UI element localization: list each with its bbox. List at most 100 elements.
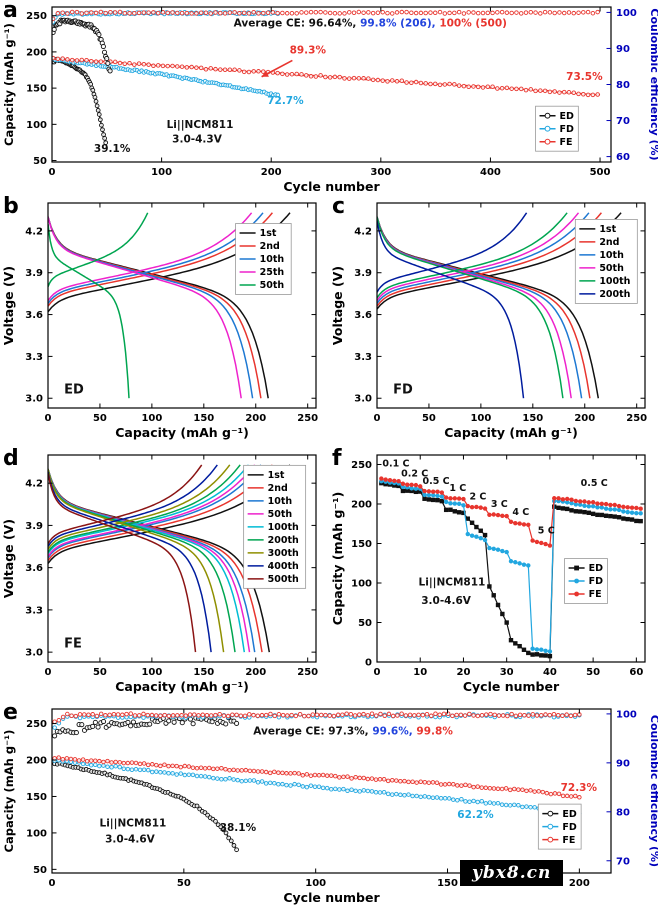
svg-text:Average CE: 97.3%, 99.6%, 99.8: Average CE: 97.3%, 99.6%, 99.8% — [253, 725, 453, 737]
chart-rate-capability: 0 10 20 30 40 50 60 0 50 100 150 200 250 Cycle number… — [329, 448, 658, 702]
svg-text:300: 300 — [370, 167, 391, 178]
svg-text:0.5 C: 0.5 C — [423, 476, 450, 487]
svg-text:ED: ED — [64, 383, 84, 398]
svg-text:4.2: 4.2 — [25, 226, 43, 237]
svg-text:3.3: 3.3 — [25, 352, 43, 363]
svg-text:150: 150 — [437, 878, 458, 889]
svg-text:250: 250 — [351, 460, 372, 471]
panel-label-f: f — [332, 446, 342, 471]
svg-text:25th: 25th — [260, 267, 285, 278]
svg-text:300th: 300th — [268, 548, 299, 559]
chart-b-svg: 0 50 100 150 200 250 3.0 3.3 3.6 3.9 4.2 Capacity (… — [1, 202, 318, 440]
svg-text:FD: FD — [589, 576, 603, 587]
svg-text:62.2%: 62.2% — [457, 809, 494, 821]
svg-text:200: 200 — [245, 413, 266, 424]
svg-text:0: 0 — [49, 167, 56, 178]
svg-text:1st: 1st — [599, 224, 616, 235]
svg-text:20: 20 — [456, 667, 470, 678]
svg-text:Cycle number: Cycle number — [463, 679, 560, 694]
svg-text:38.1%: 38.1% — [220, 822, 257, 834]
panel-label-d: d — [3, 446, 19, 471]
svg-text:Coulombic efficiency (%): Coulombic efficiency (%) — [648, 8, 658, 160]
svg-text:0: 0 — [374, 413, 381, 424]
svg-text:50th: 50th — [260, 280, 285, 291]
panel-e: e 0 50 100 150 200 50 100 150 200 250 70 80 90 100 Cyc… — [0, 702, 658, 907]
svg-text:50: 50 — [422, 413, 436, 424]
svg-text:3.0-4.6V: 3.0-4.6V — [421, 595, 472, 607]
svg-text:Coulombic efficiency (%): Coulombic efficiency (%) — [648, 715, 658, 867]
svg-text:3.0-4.6V: 3.0-4.6V — [105, 834, 156, 846]
svg-text:Cycle number: Cycle number — [283, 890, 380, 905]
svg-text:4 C: 4 C — [512, 507, 529, 518]
svg-text:50: 50 — [177, 878, 191, 889]
svg-text:200: 200 — [569, 878, 590, 889]
row-df: d 0 50 100 150 200 250 3.0 3.3 3.6 3.9 4.2 Capacity… — [0, 448, 658, 702]
svg-text:100th: 100th — [599, 276, 630, 287]
chart-d-svg: 0 50 100 150 200 250 3.0 3.3 3.6 3.9 4.2 Capacity (… — [1, 454, 318, 694]
svg-text:40: 40 — [543, 667, 557, 678]
watermark: ybx8.cn — [460, 860, 564, 886]
svg-text:80: 80 — [616, 80, 630, 91]
svg-text:250: 250 — [626, 413, 647, 424]
svg-text:100: 100 — [351, 578, 372, 589]
svg-text:100: 100 — [141, 667, 162, 678]
row-bc: b 0 50 100 150 200 250 3.0 3.3 3.6 3.9 4.2 Capacity… — [0, 196, 658, 448]
svg-text:2nd: 2nd — [268, 483, 288, 494]
panel-label-b: b — [3, 194, 19, 219]
svg-text:4.2: 4.2 — [354, 226, 372, 237]
svg-text:Cycle number: Cycle number — [283, 179, 380, 194]
svg-text:FD: FD — [393, 383, 413, 398]
svg-text:0: 0 — [374, 667, 381, 678]
svg-text:2nd: 2nd — [599, 237, 619, 248]
svg-text:Voltage (V): Voltage (V) — [330, 266, 345, 345]
svg-text:70: 70 — [616, 116, 630, 127]
svg-text:Li||NCM811: Li||NCM811 — [100, 817, 167, 829]
svg-text:200: 200 — [351, 499, 372, 510]
svg-text:0.5 C: 0.5 C — [581, 478, 608, 489]
svg-text:200th: 200th — [599, 289, 630, 300]
svg-text:90: 90 — [616, 44, 630, 55]
svg-text:50: 50 — [93, 667, 107, 678]
svg-text:30: 30 — [500, 667, 514, 678]
panel-a: a 0 100 200 300 400 500 50 100 150 200 250 60 70 80 90… — [0, 0, 658, 196]
panel-label-a: a — [3, 0, 18, 23]
svg-text:FD: FD — [560, 124, 574, 135]
svg-text:72.7%: 72.7% — [267, 95, 304, 107]
svg-text:3 C: 3 C — [491, 499, 508, 510]
svg-text:100: 100 — [470, 413, 491, 424]
chart-voltage-profiles-ed: 0 50 100 150 200 250 3.0 3.3 3.6 3.9 4.2 Capacity (… — [0, 196, 329, 448]
svg-text:Capacity (mAh g⁻¹): Capacity (mAh g⁻¹) — [115, 425, 249, 440]
svg-text:0.1 C: 0.1 C — [382, 458, 409, 469]
svg-text:3.3: 3.3 — [25, 605, 43, 616]
panel-b: b 0 50 100 150 200 250 3.0 3.3 3.6 3.9 4.2 Capacity… — [0, 196, 329, 448]
svg-text:250: 250 — [26, 719, 47, 730]
chart-cycling-4p3v: 0 100 200 300 400 500 50 100 150 200 250 60 70 80 90 10… — [0, 0, 658, 196]
chart-c-svg: 0 50 100 150 200 250 3.0 3.3 3.6 3.9 4.2 Capacity (… — [330, 202, 647, 440]
chart-voltage-profiles-fe: 0 50 100 150 200 250 3.0 3.3 3.6 3.9 4.2 Capacity (… — [0, 448, 329, 702]
svg-text:0: 0 — [45, 413, 52, 424]
panel-d: d 0 50 100 150 200 250 3.0 3.3 3.6 3.9 4.2 Capacity… — [0, 448, 329, 702]
svg-text:50: 50 — [33, 865, 47, 876]
svg-text:3.0: 3.0 — [354, 394, 372, 405]
svg-text:250: 250 — [26, 11, 47, 22]
svg-text:1 C: 1 C — [449, 483, 466, 494]
svg-text:50th: 50th — [268, 509, 293, 520]
svg-text:Average CE: 96.64%, 99.8% (206: Average CE: 96.64%, 99.8% (206), 100% (5… — [234, 17, 507, 29]
svg-text:FE: FE — [589, 589, 602, 600]
svg-text:200: 200 — [261, 167, 282, 178]
svg-text:1st: 1st — [260, 228, 277, 239]
svg-text:150: 150 — [351, 539, 372, 550]
svg-text:3.9: 3.9 — [25, 521, 43, 532]
svg-text:100: 100 — [151, 167, 172, 178]
svg-text:50th: 50th — [599, 263, 624, 274]
svg-text:100: 100 — [141, 413, 162, 424]
svg-text:4.2: 4.2 — [25, 479, 43, 490]
svg-text:10th: 10th — [599, 250, 624, 261]
chart-e-svg: 0 50 100 150 20050100150200250708090100Cycle… — [2, 708, 658, 905]
chart-voltage-profiles-fd: 0 50 100 150 200 250 3.0 3.3 3.6 3.9 4.2 Capacity (… — [329, 196, 658, 448]
svg-text:3.6: 3.6 — [25, 310, 43, 321]
panel-label-e: e — [3, 700, 18, 725]
svg-text:250: 250 — [297, 667, 318, 678]
svg-text:150: 150 — [26, 792, 47, 803]
svg-text:5 C: 5 C — [538, 526, 555, 537]
